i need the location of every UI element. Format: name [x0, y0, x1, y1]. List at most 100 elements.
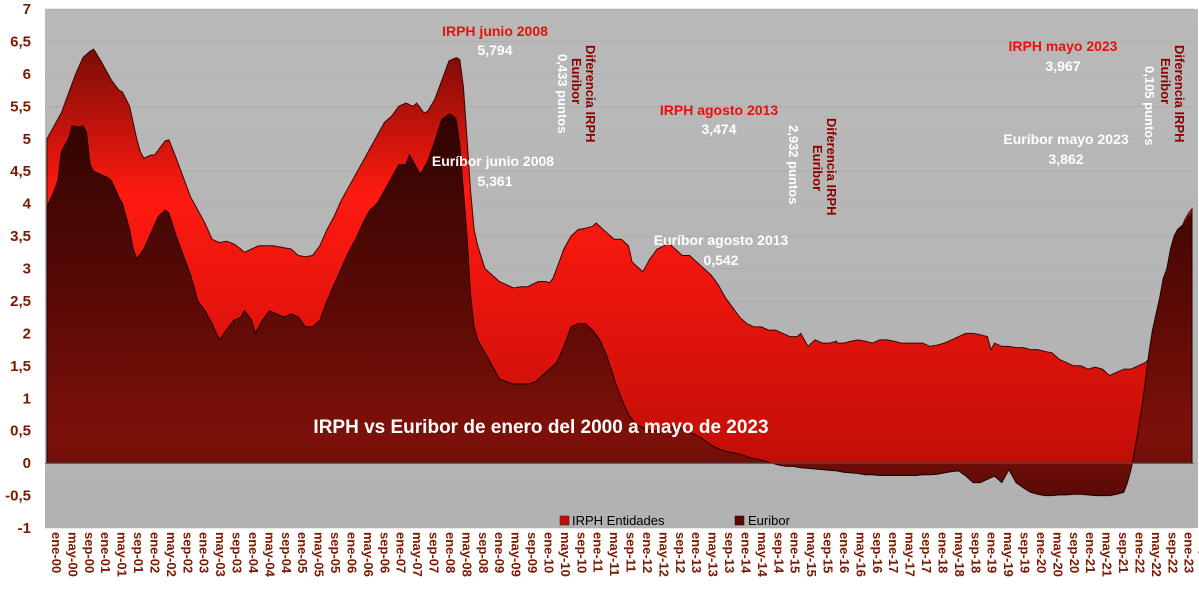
eur-ago13-label: Euríbor agosto 2013 — [654, 232, 789, 248]
legend-label-euribor: Euribor — [748, 513, 791, 528]
x-tick-label: may-19 — [1001, 532, 1016, 577]
x-tick-label: sep-13 — [722, 532, 737, 573]
x-tick-label: may-02 — [164, 532, 179, 577]
x-tick-label: sep-12 — [673, 532, 688, 573]
eur-ago13-value: 0,542 — [703, 252, 738, 268]
eur-jun08-label: Euríbor junio 2008 — [432, 153, 554, 169]
x-tick-label: sep-16 — [870, 532, 885, 573]
x-tick-label: sep-17 — [919, 532, 934, 573]
y-tick-label: 6,5 — [10, 33, 31, 50]
y-tick-label: 0,5 — [10, 423, 31, 440]
x-tick-label: ene-19 — [985, 532, 1000, 573]
x-tick-label: may-15 — [804, 532, 819, 577]
y-tick-label: 3,5 — [10, 228, 31, 245]
y-tick-label: 5 — [23, 131, 31, 148]
x-tick-label: sep-03 — [230, 532, 245, 573]
diff-2023-line3: 0,105 puntos — [1142, 66, 1157, 145]
legend-swatch-euribor — [734, 515, 745, 526]
x-tick-label: may-05 — [312, 532, 327, 577]
x-tick-label: ene-23 — [1182, 532, 1197, 573]
x-tick-label: may-14 — [755, 532, 770, 578]
eur-jun08-value: 5,361 — [477, 173, 512, 189]
x-tick-label: ene-07 — [394, 532, 409, 573]
diff-2008-line1: Diferencia IRPH — [583, 45, 598, 143]
x-tick-label: sep-18 — [968, 532, 983, 573]
y-tick-label: 0 — [23, 455, 31, 472]
x-tick-label: may-06 — [361, 532, 376, 577]
x-tick-label: ene-09 — [492, 532, 507, 573]
x-tick-label: ene-22 — [1132, 532, 1147, 573]
x-tick-label: sep-20 — [1067, 532, 1082, 573]
x-tick-label: may-10 — [558, 532, 573, 577]
diff-2008-line3: 0,433 puntos — [555, 54, 570, 133]
x-tick-label: may-12 — [656, 532, 671, 577]
x-tick-label: may-09 — [509, 532, 524, 577]
x-tick-label: ene-00 — [49, 532, 64, 573]
x-axis: ene-00 may-00 sep-00 ene-01 may-01 sep-01 ene-… — [49, 532, 1199, 578]
diff-2013-line1: Diferencia IRPH — [824, 118, 839, 216]
x-tick-label: may-01 — [115, 532, 130, 577]
x-tick-label: sep-19 — [1018, 532, 1033, 573]
y-tick-label: 7 — [23, 1, 31, 18]
y-tick-label: 2,5 — [10, 293, 31, 310]
y-tick-label: 6 — [23, 66, 31, 83]
chart-title: IRPH vs Euribor de enero del 2000 a mayo… — [313, 417, 768, 438]
x-tick-label: sep-04 — [279, 532, 294, 574]
x-tick-label: may-08 — [459, 532, 474, 577]
x-tick-label: may-20 — [1050, 532, 1065, 577]
y-tick-label: 4 — [23, 196, 32, 213]
x-tick-label: ene-10 — [542, 532, 557, 573]
x-tick-label: sep-14 — [771, 532, 786, 574]
y-tick-label: -1 — [18, 520, 31, 537]
x-tick-label: ene-01 — [98, 532, 113, 573]
y-tick-label: -0,5 — [5, 488, 31, 505]
x-tick-label: sep-09 — [525, 532, 540, 573]
y-tick-label: 2 — [23, 325, 31, 342]
diff-2013-line3: 2,932 puntos — [786, 125, 801, 204]
x-tick-label: ene-21 — [1083, 532, 1098, 573]
diff-2008-line2: Euribor — [569, 58, 584, 104]
diff-2023-line1: Diferencia IRPH — [1172, 45, 1187, 143]
x-tick-label: sep-07 — [427, 532, 442, 573]
x-tick-label: sep-00 — [82, 532, 97, 573]
y-tick-label: 5,5 — [10, 98, 31, 115]
x-tick-label: sep-02 — [180, 532, 195, 573]
x-tick-label: may-11 — [607, 532, 622, 576]
eur-may23-label: Euríbor mayo 2023 — [1003, 131, 1128, 147]
x-tick-label: ene-05 — [295, 532, 310, 573]
x-tick-label: sep-06 — [377, 532, 392, 573]
x-tick-label: ene-14 — [739, 532, 754, 574]
x-tick-label: ene-20 — [1034, 532, 1049, 573]
x-tick-label: may-22 — [1149, 532, 1164, 577]
x-tick-label: ene-17 — [886, 532, 901, 573]
irph-ago13-label: IRPH agosto 2013 — [660, 102, 778, 118]
x-tick-label: sep-21 — [1116, 532, 1131, 573]
irph-may23-value: 3,967 — [1045, 58, 1080, 74]
y-tick-label: 1,5 — [10, 358, 31, 375]
x-tick-label: may-04 — [262, 532, 277, 578]
x-tick-label: may-21 — [1100, 532, 1115, 577]
irph-jun08-label: IRPH junio 2008 — [442, 23, 548, 39]
x-tick-label: may-03 — [213, 532, 228, 577]
x-tick-label: ene-18 — [936, 532, 951, 573]
y-tick-label: 3 — [23, 261, 31, 278]
x-tick-label: ene-06 — [345, 532, 360, 573]
x-tick-label: may-18 — [952, 532, 967, 577]
x-tick-label: sep-05 — [328, 532, 343, 573]
eur-may23-value: 3,862 — [1048, 151, 1083, 167]
diff-2013-line2: Euribor — [810, 145, 825, 191]
legend-label-irph: IRPH Entidades — [572, 513, 665, 528]
x-tick-label: ene-15 — [788, 532, 803, 573]
x-tick-label: ene-08 — [443, 532, 458, 573]
x-tick-label: ene-12 — [640, 532, 655, 573]
x-tick-label: ene-13 — [689, 532, 704, 573]
x-tick-label: sep-11 — [624, 532, 639, 572]
x-tick-label: ene-16 — [837, 532, 852, 573]
irph-ago13-value: 3,474 — [701, 121, 736, 137]
y-tick-label: 4,5 — [10, 163, 31, 180]
legend: IRPH Entidades Euribor — [559, 513, 791, 528]
x-tick-label: may-07 — [410, 532, 425, 577]
x-tick-label: ene-04 — [246, 532, 261, 574]
irph-may23-label: IRPH mayo 2023 — [1009, 38, 1118, 54]
